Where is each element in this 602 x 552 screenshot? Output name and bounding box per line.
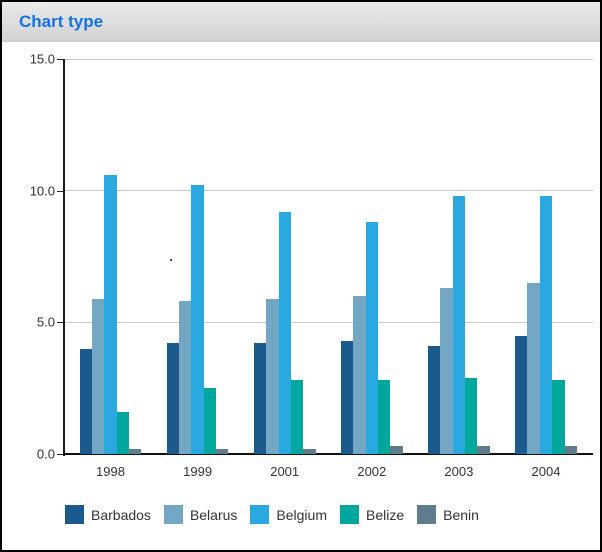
bar-barbados-1999 <box>166 343 180 454</box>
bar-belgium-2001 <box>278 211 291 454</box>
legend-item-belize: Belize <box>340 505 404 524</box>
bar-belarus-2003 <box>440 288 453 454</box>
legend-item-barbados: Barbados <box>65 505 151 524</box>
bar-barbados-2002 <box>340 340 354 454</box>
bar-belarus-2001 <box>266 298 279 454</box>
x-axis-category-label: 2004 <box>531 464 561 479</box>
legend-label: Barbados <box>91 506 151 523</box>
bar-belgium-2002 <box>365 222 378 454</box>
legend-item-benin: Benin <box>417 505 479 524</box>
bar-benin-2002 <box>390 446 403 454</box>
y-axis-tick-label: 10.0 <box>29 183 55 199</box>
legend-label: Benin <box>443 506 479 523</box>
bar-belize-1999 <box>203 388 217 454</box>
legend-swatch-barbados <box>65 505 84 524</box>
bar-barbados-2004 <box>515 335 528 454</box>
legend-label: Belarus <box>189 506 238 523</box>
bar-barbados-2001 <box>253 343 267 454</box>
bar-belarus-2002 <box>353 296 366 454</box>
bar-belarus-2004 <box>527 282 540 454</box>
bar-belize-2001 <box>290 380 304 454</box>
bar-benin-1999 <box>216 448 229 454</box>
bar-belgium-2003 <box>452 195 466 454</box>
bar-benin-2001 <box>303 448 316 454</box>
bar-benin-1998 <box>129 448 142 454</box>
bar-barbados-1998 <box>79 348 92 454</box>
legend-item-belgium: Belgium <box>250 505 327 524</box>
bar-belize-2002 <box>377 380 391 454</box>
bar-benin-2004 <box>564 446 577 454</box>
bar-belgium-1998 <box>104 174 117 454</box>
bar-belgium-1999 <box>191 185 204 454</box>
x-axis-category-label: 2001 <box>270 464 300 479</box>
y-axis-tick-mark <box>57 59 64 61</box>
x-axis-category-label: 1998 <box>96 464 125 479</box>
gridline <box>64 190 593 192</box>
y-axis-tick-label: 15.0 <box>29 51 55 67</box>
gridline <box>64 321 593 323</box>
bar-barbados-2003 <box>428 346 441 454</box>
legend-label: Belgium <box>276 506 327 523</box>
bar-belgium-2004 <box>539 195 553 454</box>
y-axis-tick-label: 5.0 <box>36 314 55 330</box>
bar-belize-2004 <box>552 380 565 454</box>
x-axis-category-label: 2002 <box>357 464 387 479</box>
stray-dot-artifact <box>170 259 172 261</box>
y-axis-tick-mark <box>57 322 64 324</box>
page-title: Chart type <box>19 12 104 31</box>
bar-benin-2003 <box>477 446 490 454</box>
bar-belarus-1998 <box>91 298 105 454</box>
header-bar: Chart type <box>2 2 600 42</box>
bar-belize-1998 <box>116 411 130 454</box>
y-axis-tick-mark <box>57 454 64 455</box>
bar-belize-2003 <box>465 377 478 454</box>
legend-swatch-belgium <box>250 505 270 524</box>
y-axis-tick-label: 0.0 <box>36 446 55 462</box>
x-axis-category-label: 2003 <box>444 464 474 479</box>
x-axis-category-label: 1999 <box>183 464 213 479</box>
y-axis-line <box>63 59 65 456</box>
legend-item-belarus: Belarus <box>163 505 238 524</box>
bar-belarus-1999 <box>179 301 192 454</box>
chart-legend: Barbados Belarus Belgium Belize Benin <box>65 505 479 524</box>
legend-swatch-benin <box>417 505 437 524</box>
y-axis-tick-mark <box>57 190 64 192</box>
legend-swatch-belarus <box>163 505 183 524</box>
x-axis-line <box>63 453 593 455</box>
gridline <box>64 58 593 60</box>
legend-label: Belize <box>366 506 405 523</box>
legend-swatch-belize <box>340 505 359 524</box>
